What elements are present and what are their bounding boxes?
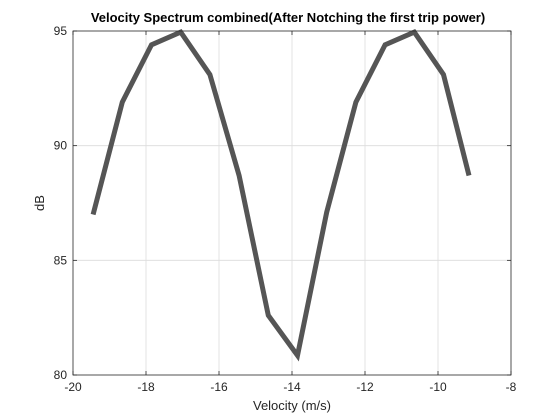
chart-title: Velocity Spectrum combined(After Notchin… bbox=[91, 10, 485, 25]
x-tick-label: -20 bbox=[64, 380, 82, 394]
x-tick-label: -14 bbox=[283, 380, 301, 394]
x-tick-label: -16 bbox=[210, 380, 228, 394]
x-tick-label: -8 bbox=[506, 380, 517, 394]
y-axis-label: dB bbox=[32, 195, 47, 211]
series-layer bbox=[90, 28, 472, 362]
axis-ticks: -20 -18 -16 -14 -12 -10 -8 80 85 90 95 bbox=[54, 24, 517, 394]
y-tick-label: 90 bbox=[54, 139, 68, 153]
x-tick-label: -12 bbox=[356, 380, 374, 394]
y-tick-label: 95 bbox=[54, 24, 68, 38]
x-axis-label: Velocity (m/s) bbox=[253, 398, 331, 413]
x-tick-label: -18 bbox=[137, 380, 155, 394]
y-tick-label: 80 bbox=[54, 368, 68, 382]
x-tick-label: -10 bbox=[429, 380, 447, 394]
series-line bbox=[90, 28, 472, 362]
y-tick-label: 85 bbox=[54, 253, 68, 267]
